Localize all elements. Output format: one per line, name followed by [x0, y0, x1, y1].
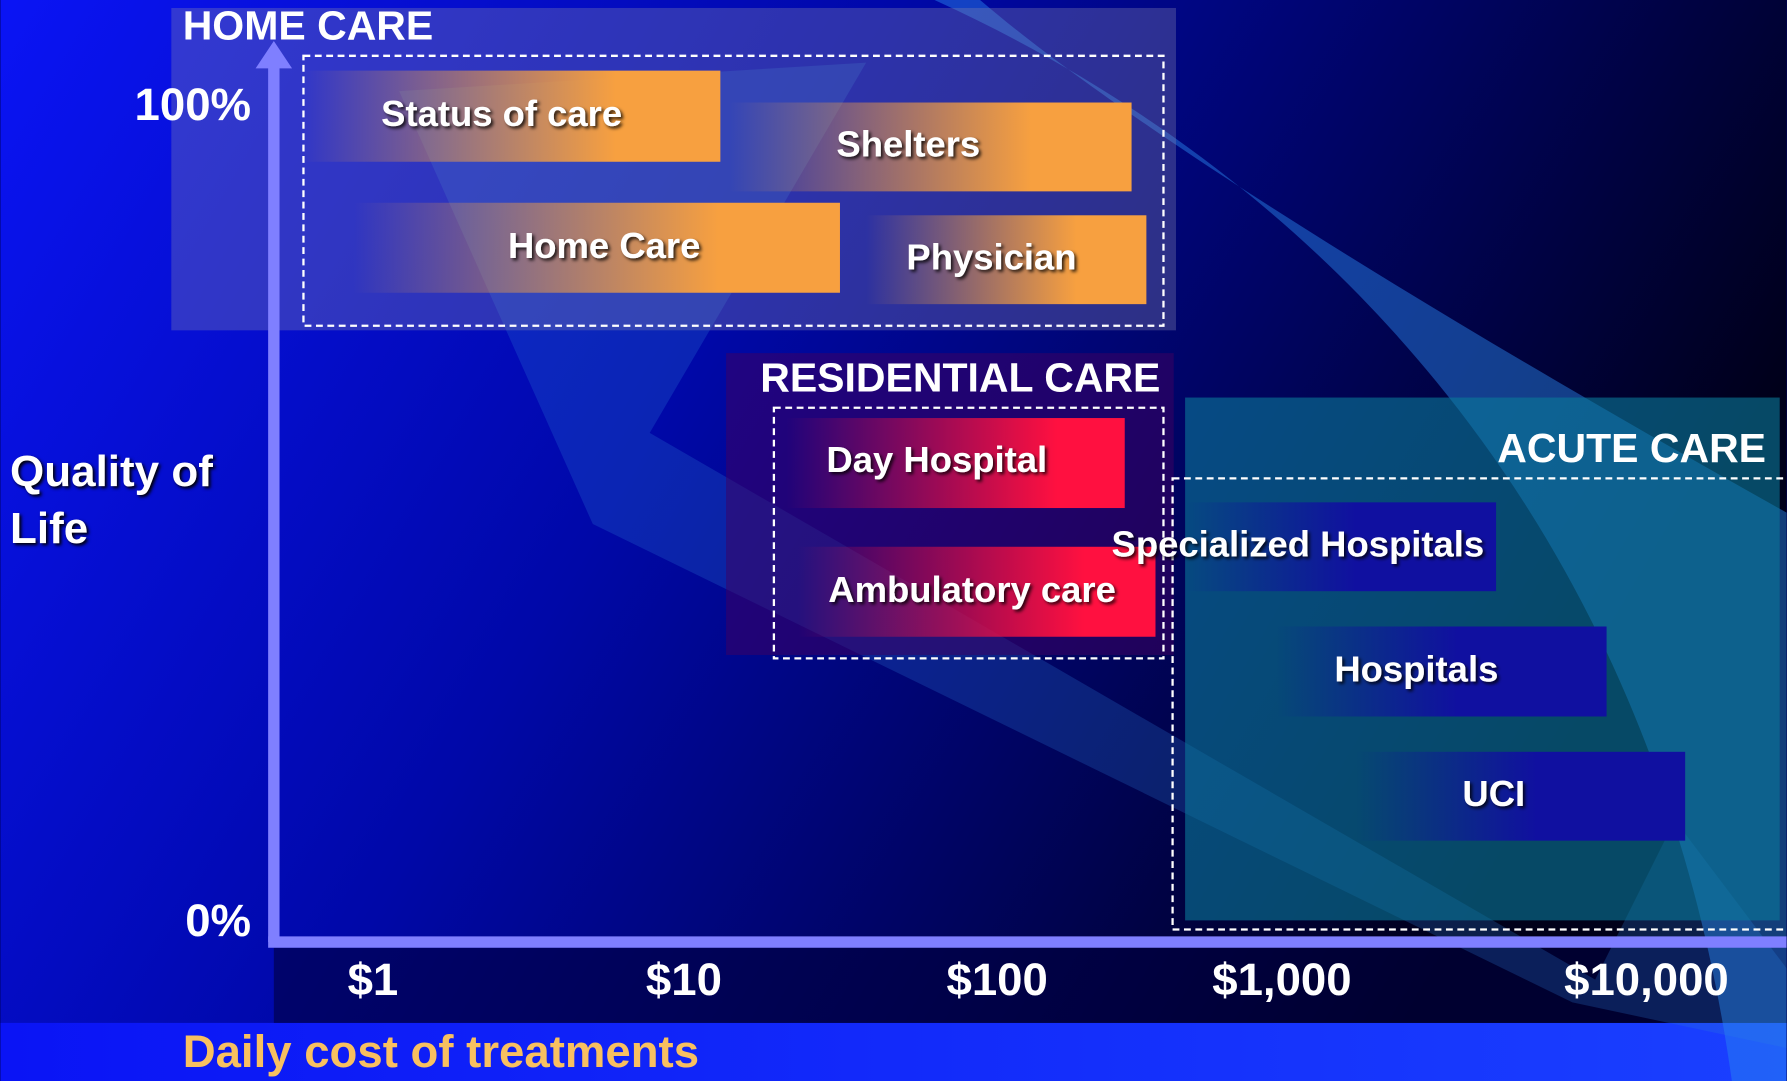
x-tick-label: $10,000 — [1564, 954, 1729, 1005]
item-label: Status of care — [381, 93, 622, 134]
item-label: Hospitals — [1334, 649, 1498, 690]
item-label: UCI — [1462, 773, 1525, 814]
tick-band — [273, 947, 1787, 1023]
x-tick-label: $1,000 — [1212, 954, 1351, 1005]
item-label: Day Hospital — [826, 439, 1047, 480]
item-label: Shelters — [836, 124, 980, 165]
item-label: Ambulatory care — [828, 569, 1116, 610]
item-label: Physician — [906, 236, 1076, 277]
x-tick-label: $10 — [646, 954, 722, 1005]
item-label: Home Care — [508, 225, 700, 266]
bar — [302, 70, 721, 162]
bottom-band — [0, 1022, 1787, 1081]
bar — [1276, 626, 1607, 717]
bar — [786, 418, 1125, 509]
y-axis-arrow — [255, 41, 293, 69]
group-title: ACUTE CARE — [1497, 425, 1766, 471]
item-label: Specialized Hospitals — [1112, 523, 1485, 564]
x-tick-label: $100 — [946, 954, 1047, 1005]
bar — [729, 102, 1132, 192]
y-tick-label: 0% — [185, 895, 251, 946]
group-title: RESIDENTIAL CARE — [760, 354, 1160, 400]
bar — [1185, 502, 1497, 592]
dashed-box — [772, 406, 1165, 660]
x-tick-label: $1 — [348, 954, 399, 1005]
dashed-box — [302, 54, 1165, 327]
bar — [353, 202, 840, 293]
bar — [797, 546, 1156, 637]
bar — [866, 215, 1147, 305]
dashed-box — [1171, 477, 1787, 931]
bar — [1355, 751, 1686, 841]
y-axis-label: Quality of Life — [10, 447, 213, 553]
group-title: HOME CARE — [183, 2, 434, 48]
x-axis-label: Daily cost of treatments — [183, 1026, 699, 1077]
y-tick-label: 100% — [135, 79, 252, 130]
